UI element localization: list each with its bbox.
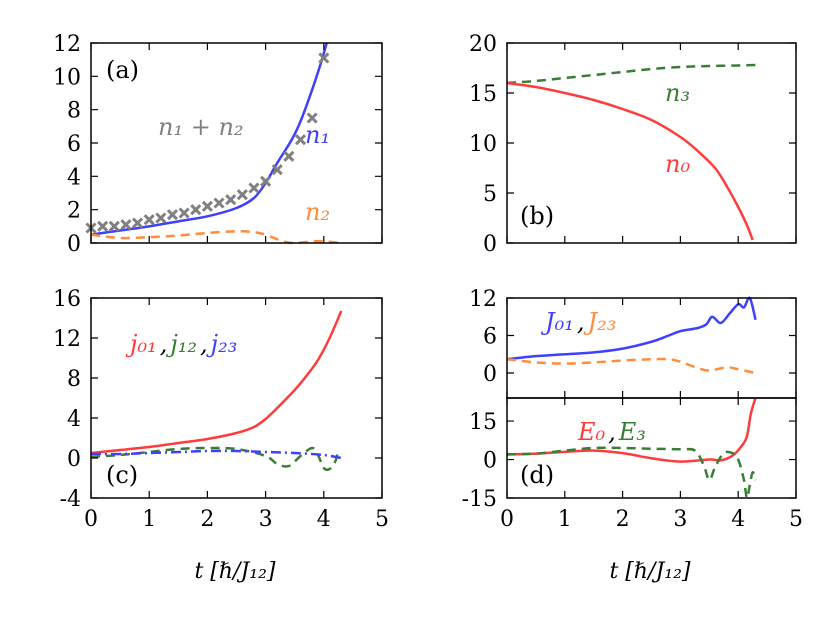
data-point-cross [155, 212, 167, 224]
y-tick-label: 2 [67, 199, 81, 224]
plot-frame [506, 397, 797, 499]
y-tick-label: 0 [483, 362, 497, 387]
x-tick-label: 1 [558, 507, 572, 532]
series-line-0 [506, 397, 757, 463]
series-annotation: E₃ [618, 418, 646, 446]
panel-label: (a) [106, 56, 139, 84]
series-annotation: n₁ [305, 121, 330, 149]
data-point-cross [260, 175, 272, 187]
data-point-cross [271, 164, 283, 176]
series-annotation: J₂₃ [583, 308, 617, 336]
series-annotation: j₀₁ [125, 330, 157, 358]
x-tick-label: 5 [789, 507, 803, 532]
series-line-0 [90, 310, 343, 455]
data-point-cross [225, 194, 237, 206]
x-tick-label: 3 [673, 507, 687, 532]
series-annotation: n₁ + n₂ [158, 113, 244, 141]
data-point-cross [213, 197, 225, 209]
series-annotation: j₁₂ [165, 330, 197, 358]
data-point-cross [131, 217, 144, 229]
data-point-cross [283, 150, 295, 162]
data-point-cross [248, 182, 260, 194]
y-tick-label: 10 [53, 65, 81, 90]
series-annotation-group: j₀₁, j₁₂, j₂₃ [125, 330, 237, 358]
data-point-cross [143, 214, 155, 226]
y-tick-label: 12 [469, 287, 497, 312]
x-tick-label: 3 [259, 507, 273, 532]
x-tick-label: 4 [317, 507, 331, 532]
series-line-0 [506, 296, 757, 361]
data-point-cross [108, 220, 120, 232]
y-tick-label: -4 [60, 487, 81, 512]
panel-label: (d) [520, 461, 554, 489]
series-line-0 [506, 63, 756, 85]
y-tick-label: 15 [469, 410, 497, 435]
y-tick-label: 8 [67, 99, 81, 124]
data-point-cross [166, 209, 179, 221]
data-point-cross [201, 200, 213, 212]
panel-label: (c) [106, 461, 138, 489]
data-point-cross [97, 220, 109, 232]
panel-label: (b) [520, 202, 554, 230]
data-point-cross [318, 52, 330, 64]
series-annotation: n₂ [305, 198, 330, 226]
y-tick-label: 15 [469, 82, 497, 107]
data-point-cross [190, 204, 202, 216]
data-point-cross [306, 112, 318, 124]
series-annotation: , [577, 308, 585, 336]
series-annotation: J₀₁ [540, 308, 574, 336]
y-tick-label: 0 [67, 232, 81, 257]
y-tick-label: 8 [67, 367, 81, 392]
series-annotation-group: J₀₁, J₂₃ [540, 308, 616, 336]
series-annotation: E₀ [577, 418, 606, 446]
series-line-1 [506, 81, 754, 241]
panel-d-top: 0 6 12 J₀₁, J₂₃ [469, 287, 797, 399]
y-tick-label: 20 [469, 32, 497, 57]
x-tick-label: 1 [142, 507, 156, 532]
y-tick-label: 0 [483, 449, 497, 474]
y-tick-label: 0 [67, 447, 81, 472]
series-annotation: , [160, 330, 168, 358]
x-tick-label: 2 [200, 507, 214, 532]
y-tick-label: 4 [67, 165, 81, 190]
series-annotation: n₃ [665, 79, 690, 107]
series-annotation-group: E₀, E₃ [577, 418, 646, 446]
y-tick-label: 6 [67, 132, 81, 157]
data-point-cross [120, 219, 132, 231]
series-line-1 [90, 230, 342, 245]
data-point-cross [178, 207, 190, 219]
series-line-0 [90, 42, 328, 236]
y-tick-label: 0 [483, 232, 497, 257]
y-tick-label: -15 [462, 487, 497, 512]
x-tick-label: 0 [84, 507, 98, 532]
x-tick-label: 2 [616, 507, 630, 532]
y-tick-label: 16 [53, 287, 81, 312]
y-tick-label: 10 [469, 132, 497, 157]
x-axis-label: t [ℏ/J₁₂] [609, 559, 690, 584]
series-line-1 [90, 446, 340, 472]
data-point-cross [236, 189, 248, 201]
x-tick-label: 5 [375, 507, 389, 532]
y-tick-label: 4 [67, 407, 81, 432]
series-line-1 [506, 357, 756, 375]
x-tick-label: 0 [500, 507, 514, 532]
y-tick-label: 6 [483, 325, 497, 350]
series-annotation: , [608, 418, 616, 446]
y-tick-label: 5 [483, 182, 497, 207]
series-annotation: n₀ [665, 150, 690, 178]
plot-frame [90, 297, 383, 499]
series-line-2 [90, 449, 342, 460]
data-point-cross [294, 134, 307, 146]
panel-b: 0 5 10 15 20 (b) n₃ n₀ [469, 32, 797, 257]
y-tick-label: 12 [53, 32, 81, 57]
panel-a: 0 2 4 6 8 10 12 (a) n₁ + n₂ n₁ n₂ [53, 32, 383, 257]
x-tick-label: 4 [731, 507, 745, 532]
series-annotation: , [200, 330, 208, 358]
x-axis-label: t [ℏ/J₁₂] [194, 559, 275, 584]
series-annotation: j₂₃ [206, 330, 238, 358]
y-tick-label: 12 [53, 327, 81, 352]
